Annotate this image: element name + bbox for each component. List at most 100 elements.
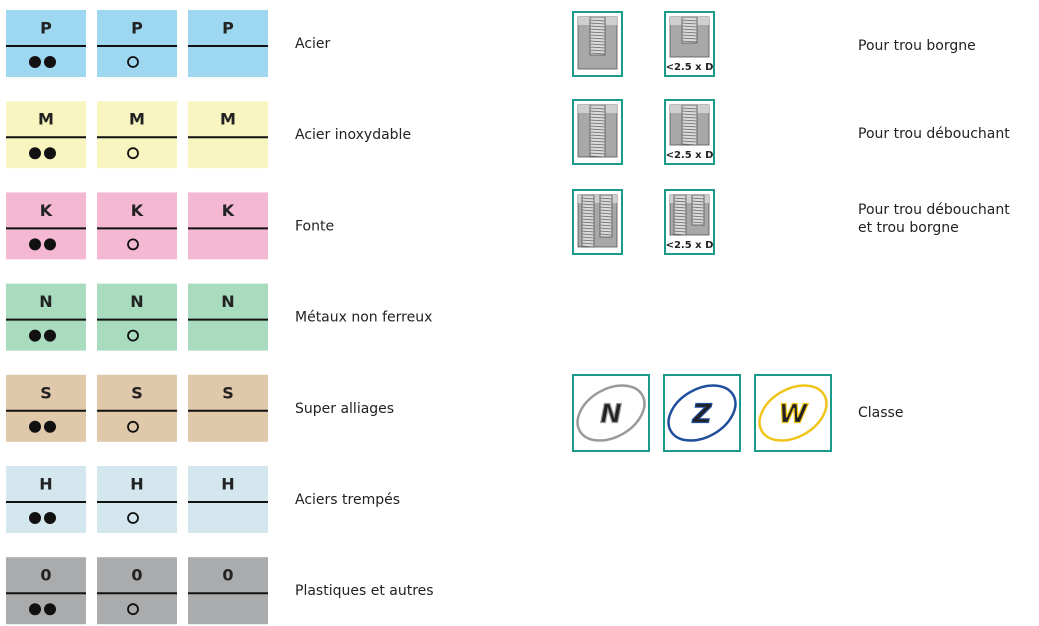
thread (581, 197, 595, 200)
thread (681, 116, 698, 119)
thread (589, 31, 606, 34)
hole-label: Pour trou débouchant (858, 126, 1010, 142)
material-letter: H (130, 475, 143, 494)
thread (681, 125, 698, 128)
thread (589, 146, 606, 149)
material-letter: N (39, 292, 52, 311)
material-letter: N (221, 292, 234, 311)
thread (691, 206, 705, 209)
thread (681, 134, 698, 137)
thread (581, 239, 595, 242)
hole (581, 194, 595, 248)
thread (681, 19, 698, 22)
material-letter: K (222, 201, 235, 220)
material-letter: H (221, 475, 234, 494)
ring (127, 603, 139, 616)
thread (673, 215, 687, 218)
material-label: Plastiques et autres (295, 583, 434, 599)
material-letter: S (222, 383, 234, 402)
dot (44, 420, 56, 433)
material-label: Acier inoxydable (295, 127, 411, 143)
thread (681, 113, 698, 116)
thread (581, 233, 595, 236)
thread (589, 19, 606, 22)
material-label: Super alliages (295, 401, 394, 417)
thread (681, 137, 698, 140)
thread (691, 218, 705, 221)
thread (581, 245, 595, 248)
thread (589, 107, 606, 110)
material-box (188, 466, 268, 533)
material-letter: M (38, 110, 54, 129)
thread (581, 227, 595, 230)
material-letter: M (129, 110, 145, 129)
thread (581, 215, 595, 218)
material-letter: P (222, 19, 234, 38)
class-oval (758, 384, 828, 442)
dot (29, 238, 41, 251)
thread (599, 209, 613, 212)
block-top (578, 195, 617, 203)
material-box (188, 557, 268, 625)
ring (127, 238, 139, 251)
thread (589, 149, 606, 152)
dot (29, 603, 41, 616)
material-letter: P (131, 19, 143, 38)
thread (691, 200, 705, 203)
class-oval (667, 384, 737, 442)
dot (29, 147, 41, 160)
thread (673, 212, 687, 215)
thread (589, 131, 606, 134)
thread (589, 119, 606, 122)
thread (581, 221, 595, 224)
thread (681, 40, 698, 43)
thread (681, 110, 698, 113)
thread (589, 140, 606, 143)
thread (581, 242, 595, 245)
thread (691, 215, 705, 218)
material-letter: K (131, 201, 144, 220)
material-box (188, 374, 268, 442)
hole-label: et trou borgne (858, 220, 959, 236)
thread (599, 197, 613, 200)
thread (673, 206, 687, 209)
thread (681, 37, 698, 40)
material-label: Métaux non ferreux (295, 310, 432, 326)
thread (599, 212, 613, 215)
ring (127, 56, 139, 68)
thread (673, 230, 687, 233)
thread (599, 206, 613, 209)
dot (29, 420, 41, 433)
dot (44, 147, 56, 160)
thread (599, 233, 613, 236)
thread (589, 113, 606, 116)
thread (673, 221, 687, 224)
hole-label: Pour trou débouchant (858, 202, 1010, 218)
thread (589, 43, 606, 46)
dot (29, 512, 41, 524)
material-label: Acier (295, 36, 331, 52)
dot (44, 329, 56, 342)
thread (589, 122, 606, 125)
thread (691, 197, 705, 200)
thread (589, 110, 606, 113)
depth-label: <2.5 x D (666, 240, 714, 251)
thread (681, 131, 698, 134)
class-letter: N (600, 400, 622, 430)
thread (589, 155, 606, 158)
ring (127, 147, 139, 160)
block-top (670, 195, 709, 203)
depth-label: <2.5 x D (666, 62, 714, 73)
ring (127, 420, 139, 433)
thread (691, 209, 705, 212)
material-letter: N (130, 292, 143, 311)
material-letter: P (40, 19, 52, 38)
material-letter: H (39, 475, 52, 494)
thread (673, 197, 687, 200)
material-label: Aciers trempés (295, 492, 400, 508)
hole-label: Pour trou borgne (858, 38, 976, 54)
thread (599, 200, 613, 203)
thread (581, 203, 595, 206)
thread (691, 221, 705, 224)
